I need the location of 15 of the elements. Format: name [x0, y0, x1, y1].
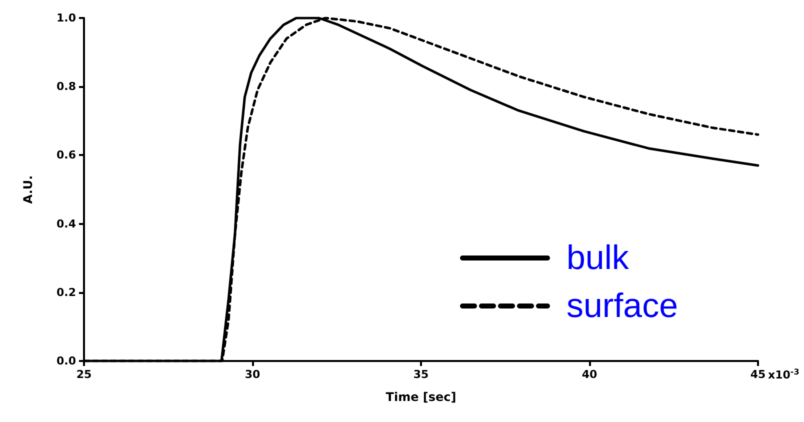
y-tick-label: 1.0 — [56, 12, 76, 24]
y-tick-label: 0.8 — [56, 80, 76, 94]
x-tick-label: 40 — [582, 368, 598, 381]
x-tick-label: 30 — [244, 368, 260, 381]
x-tick-label: 35 — [413, 368, 429, 381]
y-tick-label: 0.6 — [56, 148, 76, 162]
legend-label: surface — [566, 287, 678, 325]
legend-label: bulk — [566, 239, 630, 277]
y-tick-label: 0.0 — [56, 354, 76, 368]
x-tick-label: 25 — [76, 368, 92, 381]
y-axis-title: A.U. — [21, 175, 35, 204]
x-axis-title: Time [sec] — [386, 390, 456, 404]
y-tick-label: 0.4 — [56, 217, 76, 230]
y-tick-label: 0.2 — [56, 286, 76, 299]
x-tick-label: 45 — [750, 368, 766, 381]
